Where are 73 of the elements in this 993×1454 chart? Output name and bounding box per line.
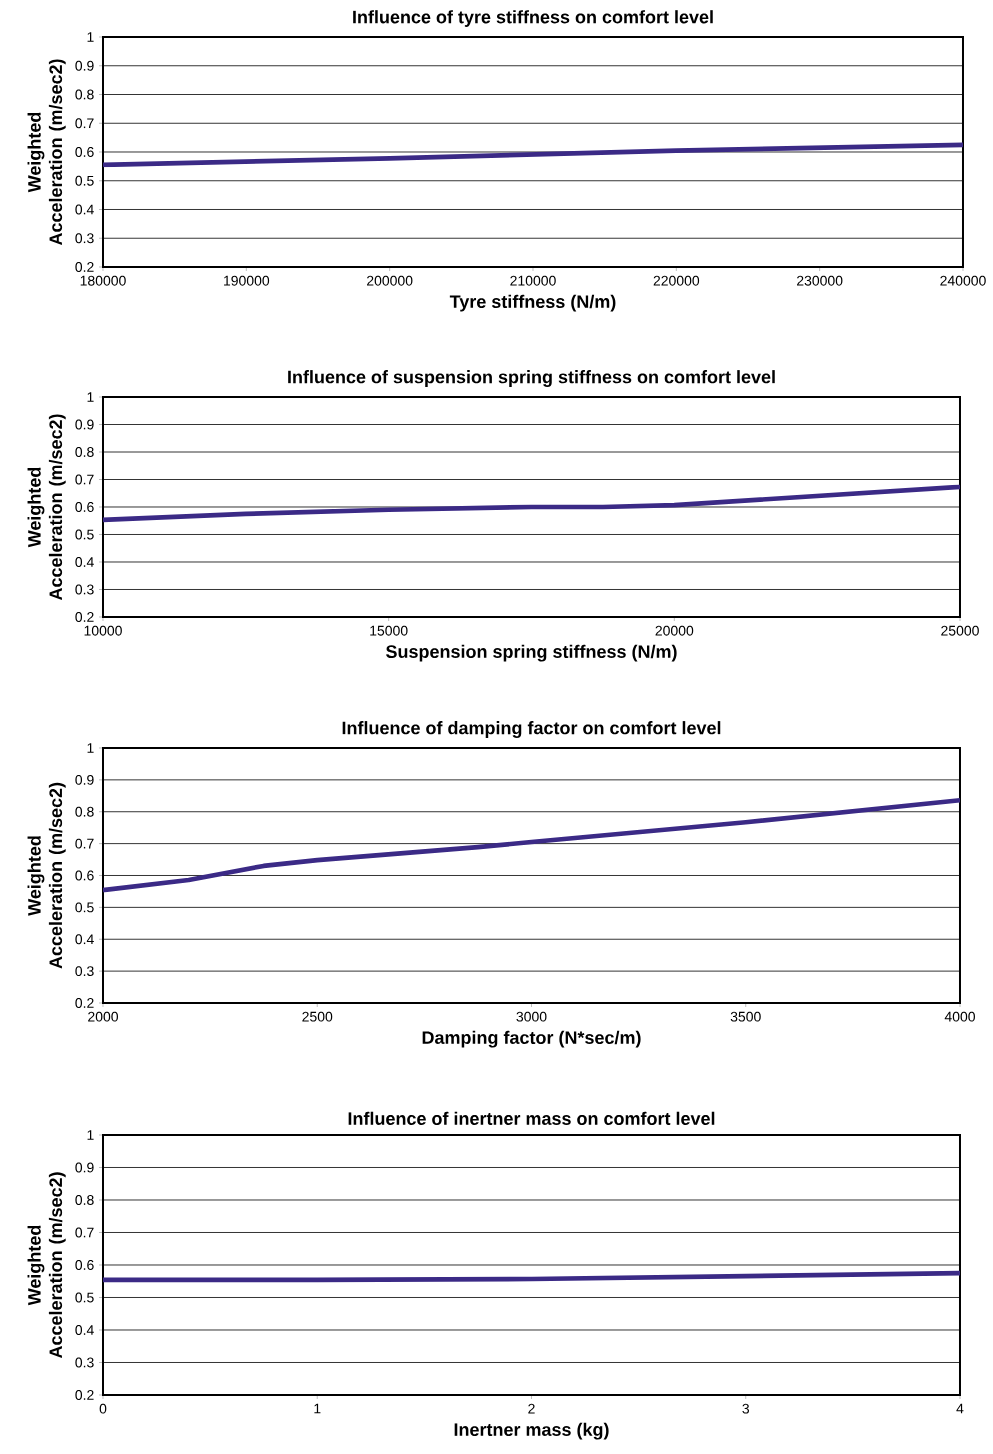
line-series (103, 1270, 960, 1283)
y-tick-label: 1 (87, 32, 94, 42)
x-tick-label: 4 (956, 1403, 964, 1414)
y-tick-label: 0.8 (75, 89, 94, 100)
y-tick-label: 0.3 (75, 233, 94, 244)
x-tick-label: 0 (99, 1403, 107, 1414)
y-tick-label: 0.7 (75, 474, 94, 485)
y-tick-label: 0.7 (75, 1227, 94, 1238)
x-tick-label: 190000 (224, 275, 270, 286)
x-tick-label: 3000 (516, 1011, 547, 1022)
y-tick-label: 0.2 (75, 612, 94, 622)
y-tick-label: 0.7 (75, 118, 94, 129)
x-tick-label: 2 (528, 1403, 535, 1414)
y-tick-label: 0.9 (75, 419, 94, 430)
y-tick-label: 0.3 (75, 1357, 94, 1368)
y-tick-label: 0.5 (75, 529, 94, 540)
chart-title: Influence of inertner mass on comfort level (348, 1111, 715, 1125)
y-tick-label: 0.6 (75, 502, 94, 512)
x-axis-title: Suspension spring stiffness (N/m) (386, 644, 677, 662)
y-tick-label: 0.7 (75, 838, 94, 849)
y-tick-label: 0.2 (75, 1390, 94, 1400)
y-tick-label: 0.9 (75, 60, 94, 71)
x-tick-label: 200000 (367, 275, 413, 286)
x-tick-label: 2000 (88, 1011, 119, 1022)
y-tick-label: 1 (87, 743, 94, 753)
x-axis-title: Damping factor (N*sec/m) (422, 1030, 641, 1048)
x-tick-label: 220000 (653, 275, 700, 286)
x-tick-label: 25000 (941, 625, 979, 636)
y-tick-label: 0.8 (75, 806, 94, 817)
chart-title: Influence of tyre stiffness on comfort level (353, 10, 713, 27)
y-tick-label: 0.6 (75, 1260, 94, 1270)
y-axis-title: Weighted Acceleration (m/sec2) (27, 1172, 66, 1359)
y-tick-label: 0.5 (75, 902, 94, 913)
y-tick-label: 0.2 (75, 998, 94, 1008)
x-axis-title: Tyre stiffness (N/m) (449, 294, 616, 312)
x-tick-label: 1 (314, 1403, 321, 1414)
y-tick-label: 0.5 (75, 1292, 94, 1303)
y-tick-label: 0.4 (75, 557, 94, 567)
y-axis-title: Weighted Acceleration (m/sec2) (27, 414, 66, 601)
y-tick-label: 0.8 (75, 447, 94, 457)
y-tick-label: 1 (87, 1130, 94, 1140)
y-tick-label: 0.6 (75, 147, 94, 157)
y-tick-label: 0.9 (75, 774, 94, 785)
y-tick-label: 0.8 (75, 1195, 94, 1205)
x-tick-label: 10000 (84, 625, 122, 636)
y-tick-label: 1 (87, 392, 94, 402)
y-axis-title: Weighted Acceleration (m/sec2) (27, 782, 66, 969)
x-tick-label: 3 (742, 1403, 750, 1414)
y-tick-label: 0.3 (75, 966, 94, 977)
line-series (103, 142, 963, 168)
y-tick-label: 0.9 (75, 1162, 94, 1173)
y-tick-label: 0.5 (75, 175, 94, 186)
line-series (103, 484, 960, 523)
x-tick-label: 180000 (80, 275, 126, 286)
x-axis-title: Inertner mass (kg) (454, 1422, 609, 1440)
y-tick-label: 0.3 (75, 584, 94, 595)
x-tick-label: 3500 (730, 1011, 761, 1022)
y-tick-label: 0.2 (75, 262, 94, 272)
y-axis-title: Weighted Acceleration (m/sec2) (27, 59, 66, 246)
y-tick-label: 0.4 (75, 934, 94, 945)
x-tick-label: 240000 (940, 275, 986, 286)
x-tick-label: 15000 (370, 625, 408, 636)
chart-title: Influence of suspension spring stiffness on comfort level (288, 370, 775, 387)
x-tick-label: 210000 (510, 275, 556, 286)
x-tick-label: 230000 (797, 275, 843, 286)
line-series (103, 797, 960, 893)
x-tick-label: 4000 (944, 1011, 976, 1022)
y-tick-label: 0.4 (75, 1325, 94, 1335)
chart-title: Influence of damping factor on comfort level (342, 721, 721, 738)
x-tick-label: 20000 (655, 625, 694, 636)
y-tick-label: 0.6 (75, 870, 94, 881)
y-tick-label: 0.4 (75, 204, 94, 215)
x-tick-label: 2500 (302, 1011, 333, 1022)
